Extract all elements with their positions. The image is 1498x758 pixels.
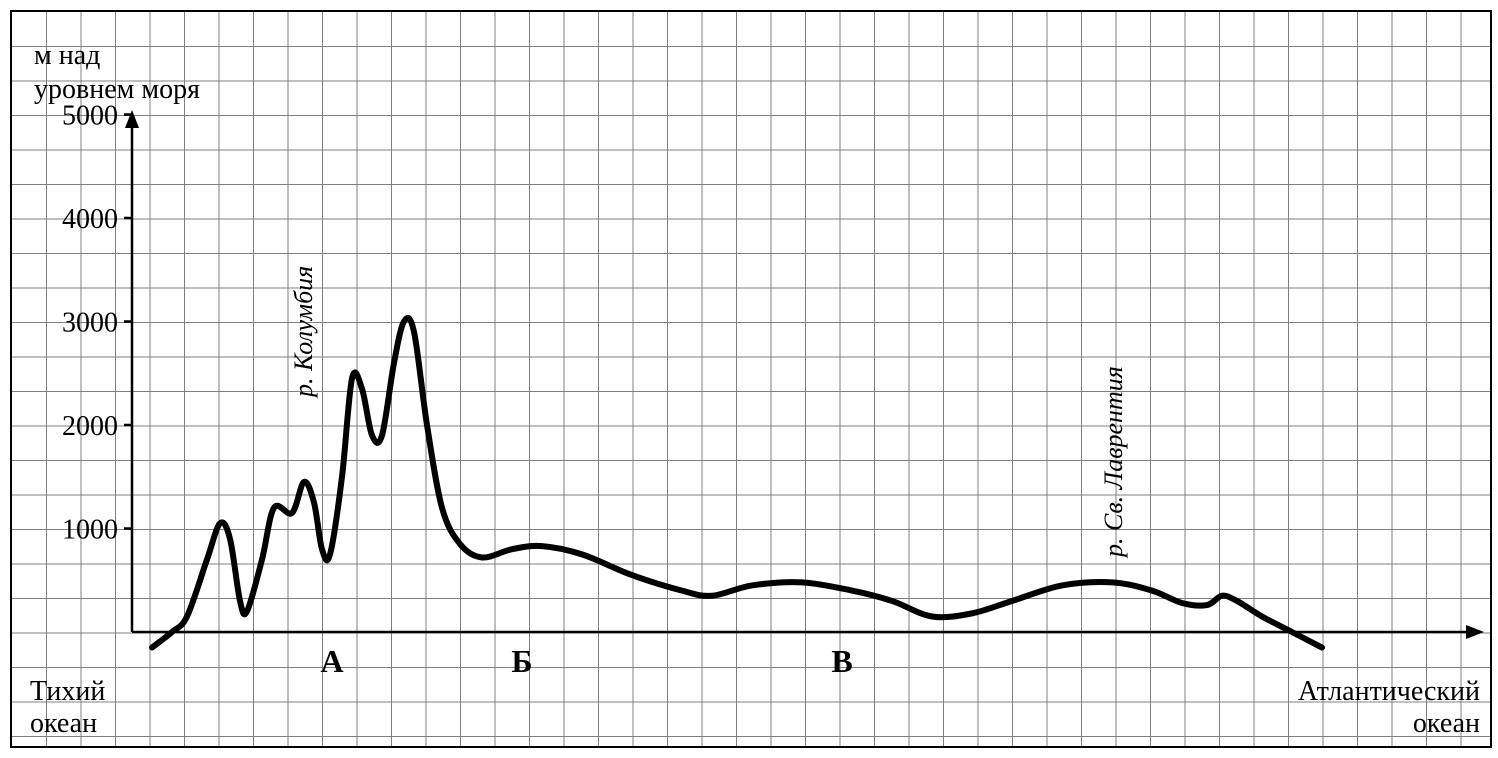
ocean-left-line1: Тихий [30, 676, 105, 707]
x-axis-arrow [1466, 625, 1484, 639]
y-axis-arrow [125, 110, 139, 128]
river-labels: р. Колумбия р. Св. Лаврентия [289, 266, 1128, 559]
section-marker: В [831, 643, 852, 679]
y-axis-title-line1: м над [34, 40, 100, 71]
ocean-right-line2: океан [1413, 708, 1480, 739]
grid [12, 12, 1490, 746]
section-marker: Б [511, 643, 532, 679]
ocean-right-line1: Атлантический [1298, 676, 1480, 707]
svg-text:3000: 3000 [62, 308, 118, 339]
ocean-left-line2: океан [30, 708, 97, 739]
section-marker: А [320, 643, 343, 679]
elevation-profile-chart: 10002000300040005000 м над уровнем моря … [10, 10, 1492, 748]
svg-text:4000: 4000 [62, 204, 118, 235]
chart-svg: 10002000300040005000 м над уровнем моря … [12, 12, 1490, 746]
svg-text:2000: 2000 [62, 411, 118, 442]
river-label: р. Св. Лаврентия [1099, 366, 1128, 559]
svg-text:5000: 5000 [62, 101, 118, 132]
svg-text:1000: 1000 [62, 515, 118, 546]
section-markers: А Б В [320, 643, 852, 679]
y-axis-title-line2: уровнем моря [34, 74, 200, 105]
river-label: р. Колумбия [289, 266, 318, 399]
